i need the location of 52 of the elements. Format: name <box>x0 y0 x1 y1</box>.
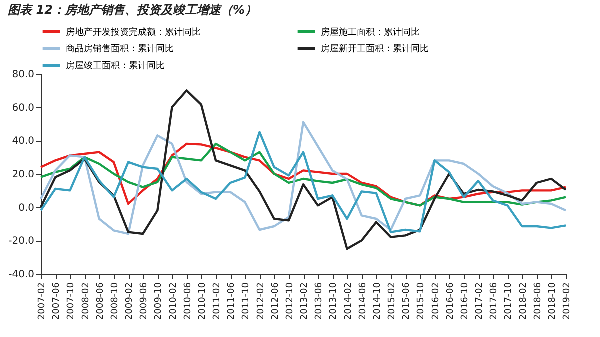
legend-label: 房屋施工面积：累计同比 <box>321 26 420 38</box>
x-tick-label: 2016-06 <box>446 282 456 320</box>
x-tick-label: 2016-10 <box>460 282 470 320</box>
x-tick-label: 2018-10 <box>548 282 558 320</box>
x-tick-label: 2012-02 <box>256 282 266 320</box>
x-tick-label: 2018-06 <box>533 282 544 320</box>
x-tick-label: 2009-06 <box>140 282 150 320</box>
x-tick-label: 2011-06 <box>227 282 238 320</box>
x-tick-label: 2012-10 <box>285 282 296 320</box>
x-tick-label: 2010-06 <box>183 282 194 320</box>
x-tick-label: 2014-10 <box>372 282 383 320</box>
x-tick-label: 2009-02 <box>125 282 135 320</box>
x-tick-label: 2011-10 <box>242 282 252 320</box>
x-tick-label: 2009-10 <box>154 282 164 320</box>
x-tick-label: 2008-06 <box>96 282 106 320</box>
x-tick-label: 2014-02 <box>344 282 354 320</box>
y-tick-label: 0.0 <box>18 202 34 214</box>
x-tick-label: 2008-10 <box>110 282 120 320</box>
x-tick-label: 2017-10 <box>504 282 514 320</box>
x-tick-label: 2018-02 <box>518 282 529 320</box>
x-tick-label: 2013-06 <box>314 282 325 320</box>
x-tick-label: 2013-10 <box>329 282 340 320</box>
x-tick-label: 2011-02 <box>212 282 222 320</box>
y-tick-label: -40.0 <box>8 270 34 280</box>
x-tick-label: 2015-02 <box>388 282 398 320</box>
chart-title: 图表 12：房地产销售、投资及竣工增速（%） <box>8 3 258 17</box>
x-tick-label: 2012-06 <box>270 282 281 320</box>
y-tick-label: 20.0 <box>12 170 34 180</box>
x-tick-label: 2016-02 <box>431 282 442 320</box>
x-tick-label: 2007-06 <box>52 282 62 320</box>
x-tick-label: 2014-06 <box>358 282 368 320</box>
y-tick-label: -20.0 <box>8 236 34 248</box>
x-tick-label: 2010-02 <box>168 282 179 320</box>
legend-label: 商品房销售面积：累计同比 <box>66 44 174 54</box>
x-tick-label: 2015-06 <box>402 282 412 320</box>
x-tick-label: 2019-02 <box>562 282 572 320</box>
line-series <box>40 142 568 207</box>
y-tick-label: 80.0 <box>12 70 34 80</box>
y-tick-label: 60.0 <box>12 102 34 114</box>
x-tick-label: 2007-02 <box>38 282 48 320</box>
x-tick-label: 2017-02 <box>475 282 485 320</box>
legend-label: 房屋竣工面积：累计同比 <box>66 60 165 72</box>
x-tick-label: 2010-10 <box>198 282 208 320</box>
line-series <box>40 90 568 250</box>
legend-label: 房屋新开工面积：累计同比 <box>321 44 429 54</box>
x-tick-label: 2017-06 <box>490 282 500 320</box>
x-tick-label: 2008-02 <box>81 282 92 320</box>
x-tick-label: 2015-10 <box>416 282 427 320</box>
x-tick-label: 2013-02 <box>300 282 310 320</box>
x-tick-label: 2007-10 <box>66 282 77 320</box>
legend-label: 房地产开发投资完成额：累计同比 <box>66 26 201 38</box>
y-tick-label: 40.0 <box>12 136 34 148</box>
